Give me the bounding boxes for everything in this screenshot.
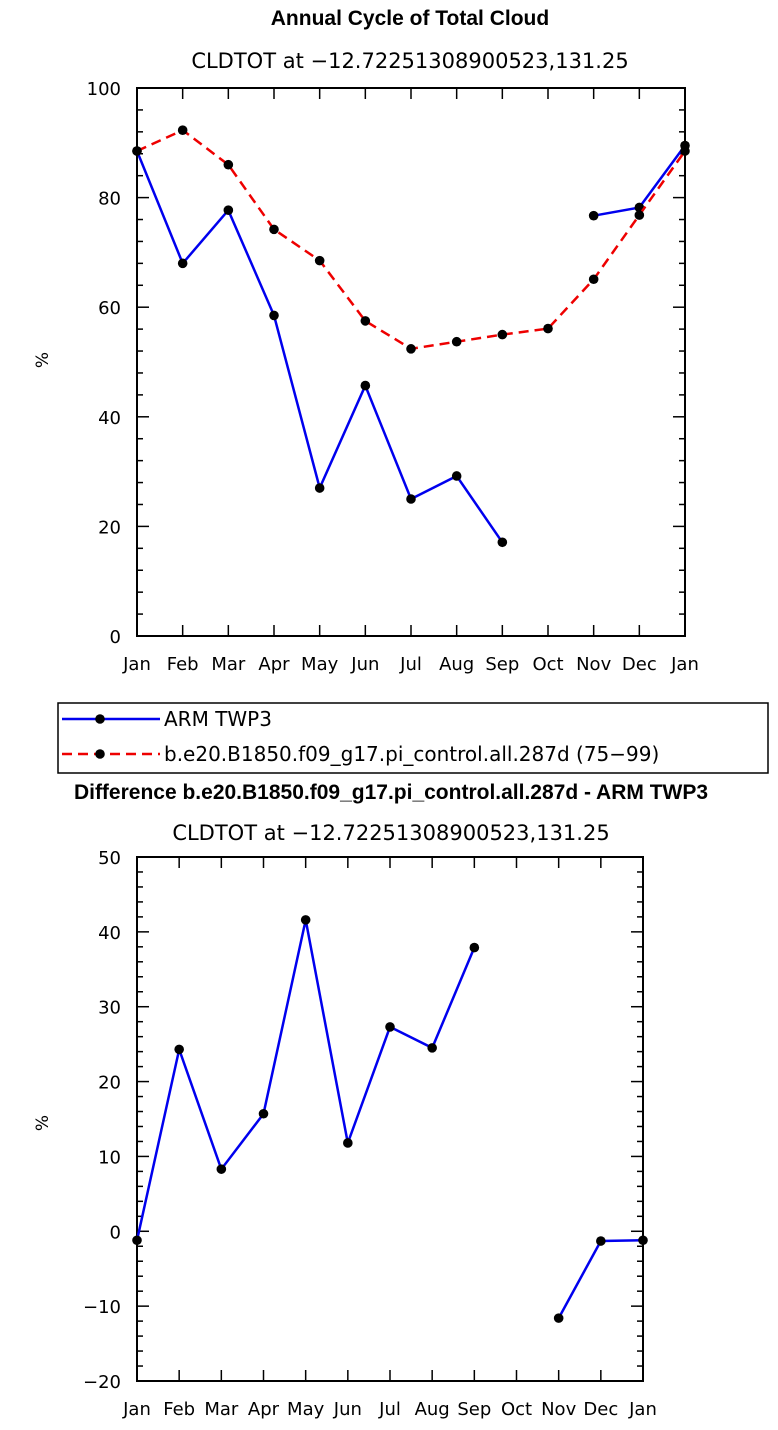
legend-label-model: b.e20.B1850.f09_g17.pi_control.all.287d … (164, 742, 659, 766)
chart2-ytick-label: 10 (98, 1147, 121, 1168)
chart1-series-0-point (406, 494, 416, 504)
chart1-series-0-point (314, 483, 325, 493)
chart1-xtick-label: Sep (485, 654, 519, 675)
chart1-series-1-point (177, 125, 188, 135)
chart2-ylabel: % (33, 1115, 53, 1131)
chart1-series-1-point (223, 159, 234, 170)
chart2-xtick-label: Jan (122, 1399, 151, 1420)
chart1-series-0-point (451, 471, 462, 481)
chart1-xtick-label: Jul (399, 654, 422, 675)
chart1-ytick-label: 20 (98, 517, 121, 538)
chart1-series-1-point (497, 329, 508, 340)
chart1-xtick-label: Mar (211, 654, 246, 675)
chart1-ytick-label: 80 (98, 189, 121, 210)
chart1-xtick-label: Dec (622, 654, 657, 675)
chart1-series-1-point (680, 146, 690, 156)
chart1-frame (136, 87, 686, 637)
chart2-ytick-label: 20 (98, 1073, 121, 1094)
chart1-series-1-point (269, 224, 279, 235)
chart1-series-1-point (634, 210, 645, 220)
chart2-ytick-label: 50 (98, 848, 121, 869)
chart2-ytick-label: 0 (110, 1222, 121, 1243)
chart2-ytick-label: −10 (83, 1297, 121, 1318)
chart1-series-0-point (360, 380, 371, 391)
chart2-series-0-point (343, 1138, 353, 1148)
chart2-series-0-line (135, 919, 476, 1241)
chart2-xtick-label: Mar (204, 1399, 239, 1420)
chart1-ytick-label: 40 (98, 408, 121, 429)
chart1-series-1-point (543, 323, 553, 334)
chart2-xtick-label: Jan (628, 1399, 657, 1420)
chart1-xtick-label: Oct (532, 654, 563, 675)
chart2-series-0-point (553, 1313, 564, 1323)
chart1-series-0-point (497, 537, 508, 548)
chart1-subtitle: CLDTOT at −12.72251308900523,131.25 (191, 49, 628, 73)
chart2-series-0-point (300, 915, 311, 925)
chart1-ytick-label: 100 (87, 79, 121, 100)
chart2-series-0-point (216, 1164, 227, 1174)
chart1-series-1-point (314, 255, 325, 266)
chart2-xtick-label: Aug (415, 1399, 450, 1420)
chart1-series-0-point (269, 310, 279, 321)
chart2-xtick-label: Jul (378, 1399, 401, 1420)
chart1-xtick-label: Feb (167, 654, 199, 675)
chart1-xtick-label: Jan (122, 654, 151, 675)
chart1-xtick-label: Aug (439, 654, 474, 675)
chart1-legend: ARM TWP3 b.e20.B1850.f09_g17.pi_control.… (57, 702, 769, 774)
chart1-ylabel: % (33, 352, 53, 368)
chart2-series-0-point (385, 1022, 395, 1032)
chart1-series-0-point (223, 205, 234, 216)
chart1-series-1-point (132, 146, 142, 156)
chart2-xtick-label: Nov (541, 1399, 576, 1420)
chart2-title: Difference b.e20.B1850.f09_g17.pi_contro… (74, 781, 708, 804)
chart2-xtick-label: Oct (501, 1399, 532, 1420)
chart2-xtick-label: Jun (333, 1399, 362, 1420)
chart2-xtick-label: Dec (583, 1399, 618, 1420)
chart1-series-1-point (451, 336, 462, 347)
chart1-series-0-point (177, 258, 188, 269)
chart2-xtick-label: Apr (248, 1399, 280, 1420)
chart1-xtick-label: Jun (350, 654, 379, 675)
chart1-ytick-label: 0 (110, 627, 121, 648)
chart1-plot: Jan Feb Mar Apr May Jun Jul Aug Sep Oct Nov Dec Jan0… (87, 79, 699, 675)
chart1-xtick-label: Apr (258, 654, 290, 675)
chart2-plot: Jan Feb Mar Apr May Jun Jul Aug Sep Oct Nov Dec Jan−… (83, 848, 657, 1420)
chart2-series-0-point (427, 1043, 437, 1053)
chart2-series-0-point (132, 1235, 142, 1246)
chart1-xtick-label: Nov (576, 654, 611, 675)
chart1-title: Annual Cycle of Total Cloud (271, 7, 549, 30)
chart2-series-0-point (596, 1236, 606, 1246)
chart1-ytick-label: 60 (98, 298, 121, 319)
chart2-xtick-label: May (287, 1399, 325, 1420)
chart2-ytick-label: 40 (98, 923, 121, 944)
chart2-ytick-label: −20 (83, 1372, 121, 1393)
chart2-series-0-point (258, 1108, 269, 1119)
chart1-xtick-label: May (301, 654, 339, 675)
legend-marker-model (95, 749, 105, 759)
chart2-ytick-label: 30 (98, 998, 121, 1019)
chart2-series-0-point (638, 1235, 648, 1246)
chart1-series-1-point (360, 316, 371, 326)
chart1-series-1-line (136, 128, 687, 351)
chart2-series-0-line (557, 1239, 644, 1319)
chart2-xtick-label: Sep (457, 1399, 491, 1420)
chart2-xtick-label: Feb (163, 1399, 195, 1420)
chart2-series-0-point (469, 942, 480, 953)
chart1-xtick-label: Jan (670, 654, 699, 675)
chart1-series-1-point (588, 274, 599, 285)
chart1-series-0-point (588, 210, 599, 221)
chart2-subtitle: CLDTOT at −12.72251308900523,131.25 (172, 821, 609, 845)
legend-label-arm: ARM TWP3 (164, 707, 272, 731)
legend-marker-arm (95, 714, 105, 724)
chart2-series-0-point (174, 1044, 184, 1055)
chart1-series-1-point (406, 344, 416, 354)
legend-box (57, 702, 769, 774)
